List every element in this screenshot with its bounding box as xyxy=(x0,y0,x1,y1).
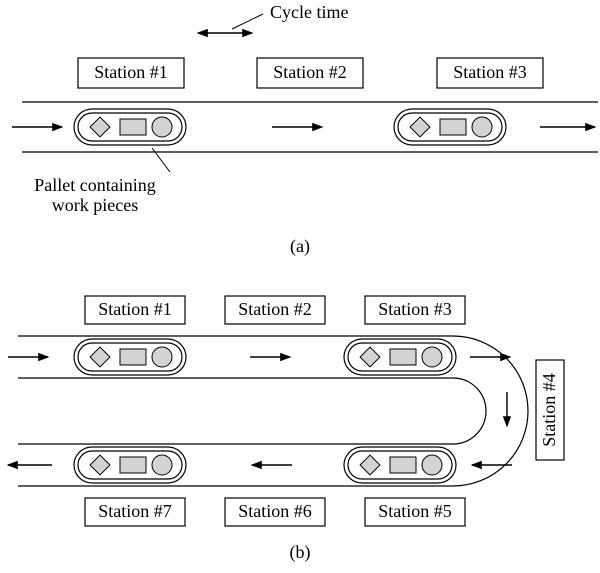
station-1-label: Station #1 xyxy=(94,62,168,82)
u-track-inner xyxy=(18,378,486,444)
station-2-label: Station #2 xyxy=(273,62,347,82)
station-box-b4: Station #4 xyxy=(536,360,564,460)
pallet-b-bot2 xyxy=(344,447,456,483)
station-box-b2: Station #2 xyxy=(225,296,325,324)
pallet-callout-text1: Pallet containing xyxy=(34,175,155,195)
station-box-3: Station #3 xyxy=(437,58,543,88)
sublabel-a: (a) xyxy=(290,236,310,257)
cycle-time-text: Cycle time xyxy=(270,2,348,22)
station-b6-label: Station #6 xyxy=(238,501,312,521)
pallet-a1 xyxy=(74,109,186,145)
station-box-b1: Station #1 xyxy=(85,296,185,324)
station-3-label: Station #3 xyxy=(453,62,527,82)
diagram-a: Station #1 Station #2 Station #3 Pallet … xyxy=(12,58,598,257)
pallet-b-top2 xyxy=(344,339,456,375)
figure-svg: Cycle time Station #1 Station #2 Station… xyxy=(0,0,600,573)
station-box-b7: Station #7 xyxy=(85,498,185,526)
station-box-b6: Station #6 xyxy=(225,498,325,526)
station-box-b3: Station #3 xyxy=(365,296,465,324)
station-b3-label: Station #3 xyxy=(378,299,452,319)
station-box-b5: Station #5 xyxy=(365,498,465,526)
cycle-time-label: Cycle time xyxy=(198,2,348,33)
pallet-b-bot1 xyxy=(74,447,186,483)
station-box-2: Station #2 xyxy=(257,58,363,88)
station-b4-label: Station #4 xyxy=(539,373,559,447)
station-b1-label: Station #1 xyxy=(98,299,172,319)
sublabel-b: (b) xyxy=(290,542,311,563)
station-b7-label: Station #7 xyxy=(98,501,172,521)
station-b5-label: Station #5 xyxy=(378,501,452,521)
station-b2-label: Station #2 xyxy=(238,299,312,319)
pallet-a2 xyxy=(394,109,506,145)
pallet-callout-text2: work pieces xyxy=(52,195,138,215)
diagram-b: Station #1 Station #2 Station #3 Station… xyxy=(8,296,564,563)
pallet-b-top1 xyxy=(74,339,186,375)
station-box-1: Station #1 xyxy=(78,58,184,88)
